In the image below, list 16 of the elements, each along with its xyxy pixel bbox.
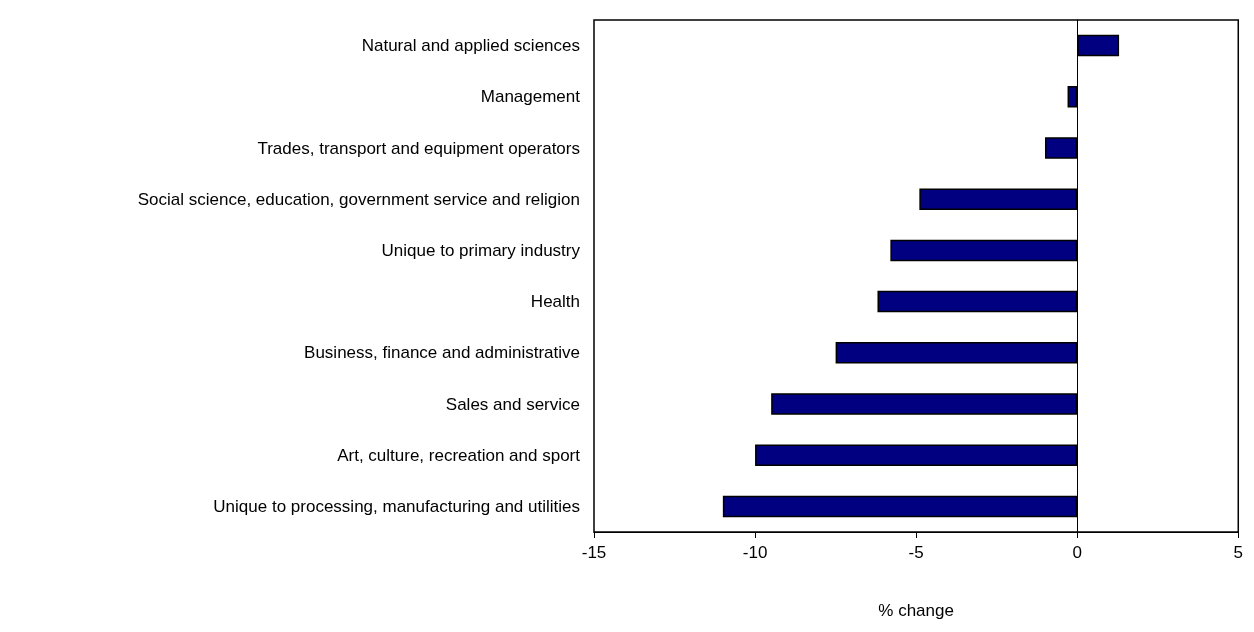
y-tick-label: Trades, transport and equipment operators xyxy=(257,138,580,158)
x-tick-label: 0 xyxy=(1072,543,1082,562)
x-tick-label: 5 xyxy=(1233,543,1244,562)
x-tick-label: -5 xyxy=(908,543,924,562)
y-tick-label: Health xyxy=(530,292,580,312)
y-tick-label: Natural and applied sciences xyxy=(361,36,580,56)
y-tick-label: Unique to processing, manufacturing and utilities xyxy=(213,496,580,516)
x-axis-title: % change xyxy=(878,601,954,620)
y-tick-label: Business, finance and administrative xyxy=(304,343,580,363)
y-tick-label: Social science, education, government service and religion xyxy=(137,189,580,209)
x-tick-label: -15 xyxy=(581,543,607,562)
y-tick-label: Unique to primary industry xyxy=(381,240,581,260)
y-tick-label: Art, culture, recreation and sport xyxy=(337,445,581,465)
y-tick-label: Management xyxy=(480,87,581,107)
x-tick-label: -10 xyxy=(742,543,768,562)
y-tick-label: Sales and service xyxy=(445,394,580,414)
